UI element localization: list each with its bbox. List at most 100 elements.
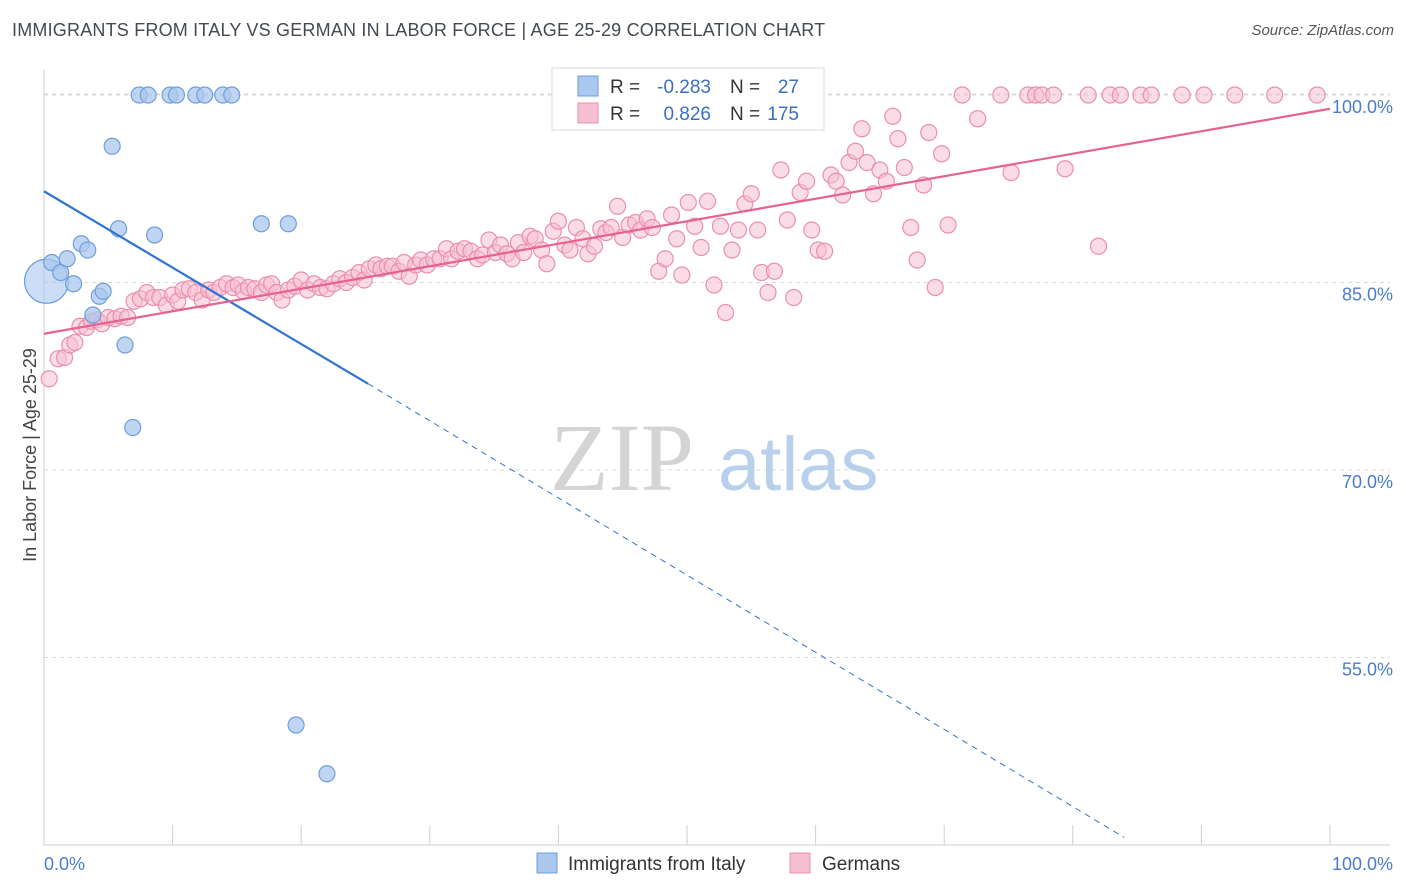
italy-point	[94, 282, 112, 300]
germans-point	[908, 251, 926, 269]
legend-r-value-2: 0.826	[663, 104, 711, 125]
germans-point	[668, 230, 686, 248]
germans-point	[926, 278, 944, 297]
trend-lines	[43, 107, 1331, 838]
germans-point	[692, 238, 710, 257]
germans-point	[723, 241, 741, 259]
germans-point	[749, 221, 767, 239]
italy-point	[58, 250, 76, 268]
y-tick-label: 55.0%	[1342, 660, 1393, 680]
germans-point	[1226, 86, 1244, 104]
germans-point	[679, 193, 697, 212]
y-tick-label: 85.0%	[1342, 285, 1393, 305]
germans-point	[902, 218, 920, 237]
germans-point	[969, 110, 987, 128]
germans-point	[673, 266, 691, 284]
germans-point	[686, 217, 704, 235]
italy-point	[223, 86, 241, 104]
germans-point	[778, 211, 796, 229]
legend-n-label-2: N =	[730, 104, 760, 125]
germans-point	[711, 217, 730, 235]
germans-point	[803, 221, 821, 239]
germans-point	[716, 303, 735, 322]
germans-point	[549, 212, 568, 230]
italy-point	[252, 215, 270, 233]
germans-point	[1111, 86, 1129, 104]
x-tick-label: 0.0%	[44, 854, 85, 874]
grid-lines	[44, 93, 1390, 658]
germans-point	[889, 130, 907, 148]
watermark-zip: ZIP	[550, 404, 694, 511]
germans-point	[759, 283, 777, 302]
tick-labels: 55.0% 70.0% 85.0% 100.0% 0.0% 100.0%	[44, 97, 1393, 874]
legend: R = -0.283 N = 27 R = 0.826 N = 175	[551, 67, 825, 131]
italy-point	[318, 765, 336, 783]
italy-point	[167, 86, 186, 104]
germans-point	[66, 333, 84, 352]
italy-point	[139, 86, 157, 104]
germans-point	[1142, 86, 1160, 104]
germans-point	[816, 242, 834, 260]
y-tick-label: 100.0%	[1332, 97, 1393, 117]
germans-point	[992, 86, 1010, 104]
legend-r-value-1: -0.283	[657, 77, 711, 98]
germans-point	[1079, 86, 1097, 104]
germans-point	[846, 142, 865, 160]
italy-point	[84, 306, 102, 324]
germans-point	[884, 107, 902, 125]
series-immigrants-from-italy	[23, 86, 336, 783]
germans-point	[1266, 86, 1284, 104]
legend-n-value-2: 175	[767, 104, 799, 125]
italy-point	[79, 241, 97, 259]
watermark-atlas: atlas	[718, 422, 879, 507]
germans-trend-line	[43, 107, 1331, 335]
germans-point	[585, 237, 604, 255]
germans-point	[797, 172, 816, 190]
germans-point	[853, 120, 871, 138]
germans-point	[729, 221, 748, 239]
germans-point	[1056, 160, 1074, 178]
italy-point	[124, 418, 142, 437]
germans-point	[953, 86, 971, 104]
germans-point	[1089, 237, 1108, 255]
series-germans	[40, 86, 1326, 388]
axes	[43, 70, 1390, 846]
italy-point	[103, 137, 121, 155]
legend-n-label-1: N =	[730, 77, 760, 98]
germans-point	[1308, 86, 1326, 104]
germans-point	[827, 172, 845, 190]
bottom-legend-swatch-pink	[789, 852, 811, 874]
source-label: Source: ZipAtlas.com	[1251, 22, 1394, 39]
germans-point	[1044, 86, 1063, 104]
germans-point	[1195, 86, 1213, 104]
legend-n-value-1: 27	[778, 77, 799, 98]
germans-point	[662, 206, 681, 224]
bottom-legend-label-germans: Germans	[822, 854, 900, 875]
italy-point	[64, 275, 83, 293]
germans-point	[515, 243, 533, 262]
italy-point	[145, 226, 164, 244]
italy-trend-line	[43, 190, 369, 385]
germans-point	[939, 216, 957, 234]
germans-point	[920, 123, 938, 142]
italy-point	[287, 716, 305, 734]
legend-r-label-2: R =	[610, 104, 640, 125]
italy-point	[116, 336, 134, 354]
germans-point	[765, 262, 784, 280]
y-axis-label: In Labor Force | Age 25-29	[20, 348, 40, 562]
bottom-legend-label-italy: Immigrants from Italy	[568, 854, 746, 875]
legend-swatch-blue	[577, 75, 599, 97]
chart-title: IMMIGRANTS FROM ITALY VS GERMAN IN LABOR…	[12, 20, 826, 40]
germans-point	[608, 197, 627, 215]
bottom-legend-swatch-blue	[536, 852, 558, 874]
germans-point	[742, 185, 760, 203]
germans-point	[1002, 163, 1020, 182]
germans-point	[705, 276, 723, 294]
germans-point	[698, 192, 717, 210]
watermark: ZIP atlas	[550, 404, 879, 511]
germans-point	[656, 250, 674, 268]
legend-swatch-pink	[577, 102, 599, 124]
germans-point	[933, 145, 951, 163]
italy-point	[196, 86, 214, 104]
